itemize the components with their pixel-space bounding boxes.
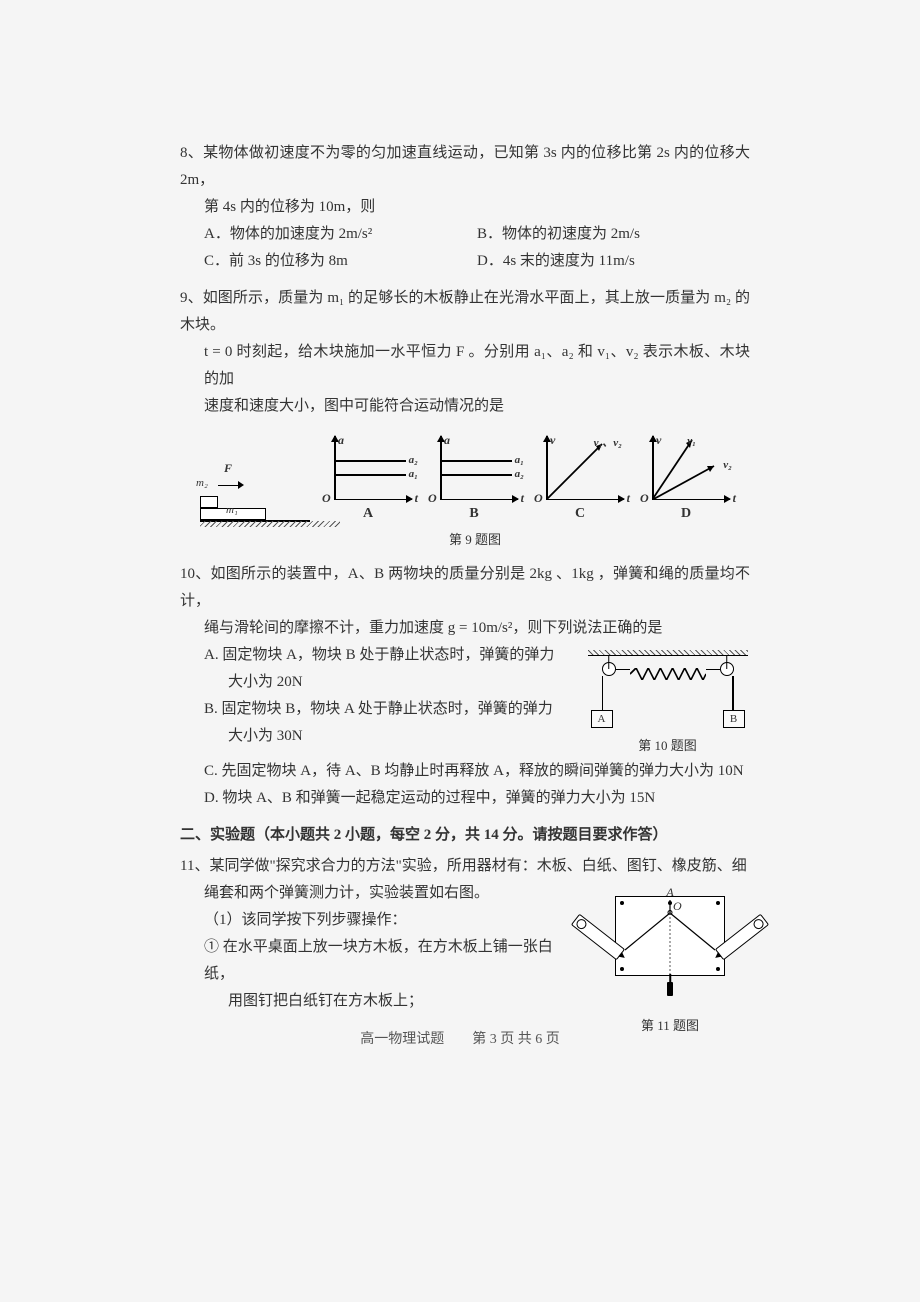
q8-opts-row1: A．物体的加速度为 2m/s² B．物体的初速度为 2m/s	[180, 221, 750, 248]
q10-stem-1: 10、如图所示的装置中，A、B 两物块的质量分别是 2kg 、1kg ，弹簧和绳…	[180, 561, 750, 615]
q9-caption: 第 9 题图	[180, 528, 750, 551]
question-11: 11、某同学做"探究求合力的方法"实验，所用器材有：木板、白纸、图钉、橡皮筋、细…	[180, 853, 750, 1037]
graph-label-A: A	[320, 501, 416, 526]
m1-label: m₁	[226, 501, 238, 521]
box-A: A	[591, 710, 613, 728]
q10-opt-D: D. 物块 A、B 和弹簧一起稳定运动的过程中，弹簧的弹力大小为 15N	[180, 785, 750, 812]
line-a1	[440, 460, 512, 462]
q11-stem-1: 11、某同学做"探究求合力的方法"实验，所用器材有：木板、白纸、图钉、橡皮筋、细	[180, 853, 750, 880]
q9-stem-1: 9、如图所示，质量为 m₁ 的足够长的木板静止在光滑水平面上，其上放一质量为 m…	[180, 285, 750, 339]
q8-stem-2: 第 4s 内的位移为 10m，则	[180, 194, 750, 221]
lbl-v2: v₂	[723, 456, 732, 476]
lbl-v1: v₁	[687, 432, 696, 452]
spring-icon	[630, 663, 706, 675]
section-2-title: 二、实验题（本小题共 2 小题，每空 2 分，共 14 分。请按题目要求作答）	[180, 822, 750, 849]
q10-options: A. 固定物块 A，物块 B 处于静止状态时，弹簧的弹力 大小为 20N B. …	[180, 642, 575, 757]
rope-B-icon	[732, 676, 734, 710]
y-label: a	[444, 430, 450, 452]
q10-figure: A B 第 10 题图	[585, 642, 750, 757]
q11-step1-2: 用图钉把白纸钉在方木板上；	[204, 988, 582, 1015]
m2-label: m₂	[196, 474, 208, 494]
lbl-a1: a₁	[409, 465, 418, 485]
q10-caption: 第 10 题图	[585, 734, 750, 757]
q9-block-diagram: F m₂ m₁	[200, 444, 310, 522]
F-label: F	[224, 458, 232, 480]
q8-stem-1: 8、某物体做初速度不为零的匀加速直线运动，已知第 3s 内的位移比第 2s 内的…	[180, 140, 750, 194]
axis-x-icon	[440, 499, 518, 501]
line-a2	[440, 474, 512, 476]
line-a1	[334, 474, 406, 476]
lbl-v12: v₁、v₂	[594, 434, 622, 454]
q9-stem-3: 速度和速度大小，图中可能符合运动情况的是	[180, 393, 750, 420]
question-10: 10、如图所示的装置中，A、B 两物块的质量分别是 2kg 、1kg ，弹簧和绳…	[180, 561, 750, 811]
page-footer: 高一物理试题 第 3 页 共 6 页	[0, 1027, 920, 1052]
axis-y-icon	[334, 436, 336, 500]
question-9: 9、如图所示，质量为 m₁ 的足够长的木板静止在光滑水平面上，其上放一质量为 m…	[180, 285, 750, 551]
q11-step1-1: ① 在水平桌面上放一块方木板，在方木板上铺一张白纸，	[204, 934, 582, 988]
q10-opt-A-2: 大小为 20N	[204, 669, 575, 696]
block-icon	[200, 496, 218, 508]
q11-sub1: （1）该同学按下列步骤操作：	[204, 907, 582, 934]
y-label: a	[338, 430, 344, 452]
q10-diagram: A B	[588, 650, 748, 728]
q9-graph-A: a t O a₂ a₁ A	[320, 432, 416, 522]
q8-opt-B: B．物体的初速度为 2m/s	[477, 221, 750, 248]
spring-row	[616, 668, 720, 670]
force-arrow-icon	[218, 480, 244, 490]
q11-stem-2: 绳套和两个弹簧测力计，实验装置如右图。	[204, 880, 582, 907]
q10-opt-C: C. 先固定物块 A，待 A、B 均静止时再释放 A，释放的瞬间弹簧的弹力大小为…	[180, 758, 750, 785]
pulley-B-icon	[720, 662, 734, 676]
ceiling-icon	[588, 650, 748, 656]
q9-figures: F m₂ m₁ a t O a₂ a₁ A a t O a₁ a₂	[200, 432, 750, 522]
question-8: 8、某物体做初速度不为零的匀加速直线运动，已知第 3s 内的位移比第 2s 内的…	[180, 140, 750, 275]
q11-figure: A O 第 11	[590, 880, 750, 1037]
spring-right-line	[706, 669, 720, 670]
q10-opt-B-2: 大小为 30N	[204, 723, 575, 750]
q8-opts-row2: C．前 3s 的位移为 8m D．4s 末的速度为 11m/s	[180, 248, 750, 275]
rope-A-icon	[602, 676, 604, 710]
weight-icon	[665, 974, 675, 996]
q11-body: 绳套和两个弹簧测力计，实验装置如右图。 （1）该同学按下列步骤操作： ① 在水平…	[180, 880, 582, 1037]
q8-opt-D: D．4s 末的速度为 11m/s	[477, 248, 750, 275]
q9-stem-2: t = 0 时刻起，给木块施加一水平恒力 F 。分别用 a₁、a₂ 和 v₁、v…	[180, 339, 750, 393]
q9-graph-C: v t O v₁、v₂ C	[532, 432, 628, 522]
graph-label-D: D	[638, 501, 734, 526]
q10-stem-2: 绳与滑轮间的摩擦不计，重力加速度 g = 10m/s²，则下列说法正确的是	[180, 615, 750, 642]
lbl-a2: a₂	[515, 465, 524, 485]
q9-graph-B: a t O a₁ a₂ B	[426, 432, 522, 522]
line-a2	[334, 460, 406, 462]
q10-opt-B-1: B. 固定物块 B，物块 A 处于静止状态时，弹簧的弹力	[204, 696, 575, 723]
q8-opt-A: A．物体的加速度为 2m/s²	[204, 221, 477, 248]
q9-graph-D: v t O v₁ v₂ D	[638, 432, 734, 522]
q10-opt-A-1: A. 固定物块 A，物块 B 处于静止状态时，弹簧的弹力	[204, 642, 575, 669]
axis-y-icon	[440, 436, 442, 500]
graph-label-B: B	[426, 501, 522, 526]
spring-left-line	[616, 669, 630, 670]
q11-diagram: A O	[595, 880, 745, 1010]
box-B: B	[723, 710, 745, 728]
axis-x-icon	[334, 499, 412, 501]
q8-opt-C: C．前 3s 的位移为 8m	[204, 248, 477, 275]
graph-label-C: C	[532, 501, 628, 526]
pulley-A-icon	[602, 662, 616, 676]
